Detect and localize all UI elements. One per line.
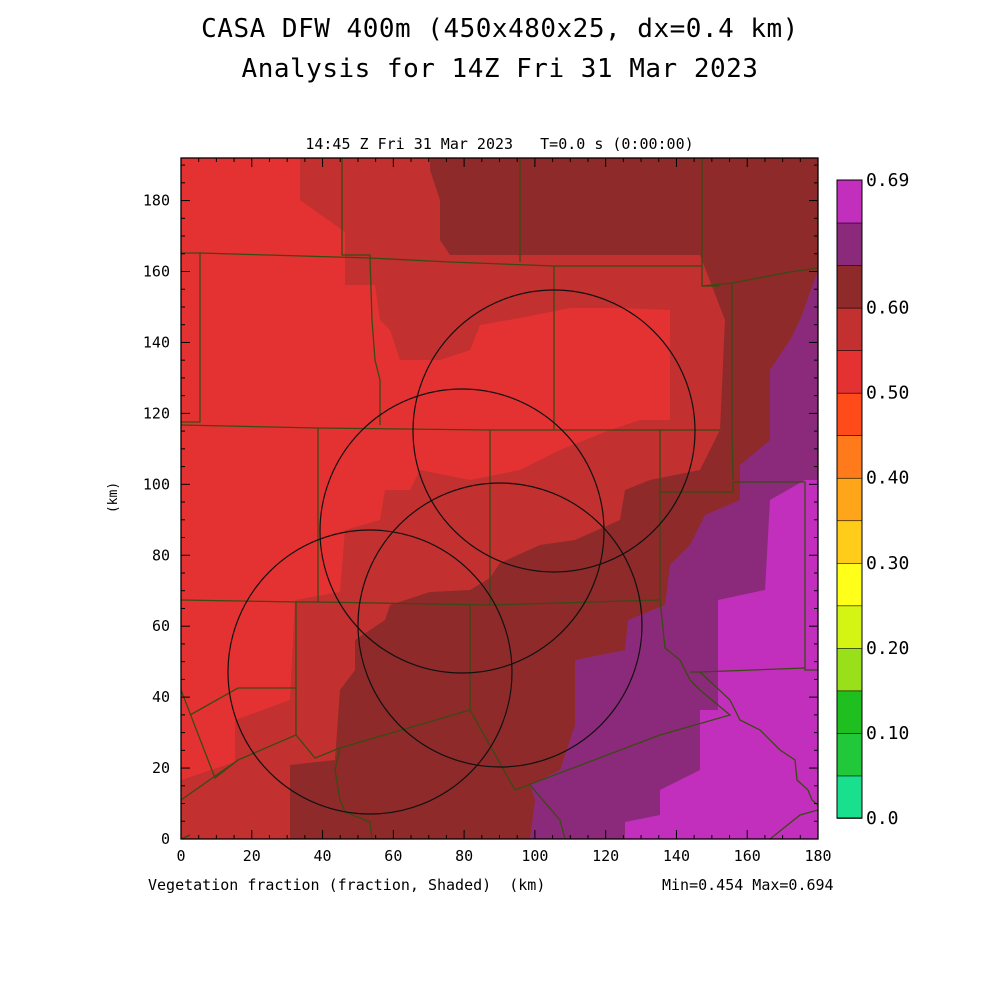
colorbar-swatch <box>836 434 863 479</box>
axis-labels: 0 20 40 60 80 100 120 140 160 180 0 20 40 60 80 100 120 1… <box>143 192 832 865</box>
colorbar-labels: 0.0 0.10 0.20 0.30 0.40 0.50 0.60 0.69 <box>866 170 909 829</box>
colorbar-swatch <box>836 392 863 436</box>
field-band-065-069 <box>625 480 818 839</box>
colorbar-label: 0.10 <box>866 723 909 744</box>
y-tick-label: 140 <box>143 333 170 351</box>
y-axis-label: (km) <box>106 481 122 514</box>
colorbar-swatch <box>836 519 863 564</box>
y-tick-label: 0 <box>161 830 170 848</box>
colorbar-label: 0.30 <box>866 553 909 574</box>
plot-subtitle: Analysis for 14Z Fri 31 Mar 2023 <box>241 54 759 84</box>
radar-ring-4 <box>227 529 513 815</box>
radar-ring-2 <box>319 388 605 674</box>
y-tick-label: 60 <box>152 617 170 635</box>
plot-title: CASA DFW 400m (450x480x25, dx=0.4 km) <box>201 14 799 44</box>
y-tick-label: 80 <box>152 546 170 564</box>
y-tick-label: 160 <box>143 263 170 281</box>
shaded-field <box>181 158 818 839</box>
y-tick-label: 180 <box>143 192 170 210</box>
axis-ticks <box>180 158 819 840</box>
colorbar-swatch <box>836 775 863 819</box>
colorbar-swatch <box>836 477 863 522</box>
colorbar-frame <box>836 179 863 819</box>
colorbar-label: 0.20 <box>866 638 909 659</box>
y-tick-label: 40 <box>152 688 170 706</box>
x-tick-label: 20 <box>243 847 261 865</box>
x-tick-label: 0 <box>176 847 185 865</box>
colorbar-swatch <box>836 349 863 394</box>
colorbar-label: 0.69 <box>866 170 909 191</box>
colorbar-label: 0.60 <box>866 298 909 319</box>
radar-ring-1 <box>412 289 696 573</box>
colorbar-swatch <box>836 690 863 734</box>
colorbar-swatch <box>836 732 863 777</box>
x-tick-label: 120 <box>592 847 619 865</box>
x-tick-label: 100 <box>521 847 548 865</box>
x-tick-label: 140 <box>663 847 690 865</box>
x-tick-label: 40 <box>314 847 332 865</box>
y-tick-label: 120 <box>143 404 170 422</box>
min-max-readout: Min=0.454 Max=0.694 <box>662 876 834 894</box>
colorbar-swatch <box>836 222 863 266</box>
x-tick-label: 80 <box>455 847 473 865</box>
x-tick-label: 60 <box>384 847 402 865</box>
colorbar-swatch <box>836 647 863 692</box>
field-description: Vegetation fraction (fraction, Shaded) (… <box>148 876 546 894</box>
colorbar <box>836 179 863 819</box>
radar-ring-3 <box>357 482 643 768</box>
colorbar-label: 0.50 <box>866 383 909 404</box>
x-tick-label: 180 <box>804 847 831 865</box>
y-tick-label: 100 <box>143 475 170 493</box>
x-tick-label: 160 <box>734 847 761 865</box>
colorbar-swatch <box>836 307 863 351</box>
colorbar-swatch <box>836 264 863 309</box>
colorbar-swatch <box>836 179 863 224</box>
colorbar-swatch <box>836 605 863 649</box>
radar-range-rings <box>227 289 696 815</box>
y-tick-label: 20 <box>152 759 170 777</box>
colorbar-label: 0.0 <box>866 808 899 829</box>
valid-time-label: 14:45 Z Fri 31 Mar 2023 T=0.0 s (0:00:00… <box>305 135 694 153</box>
colorbar-label: 0.40 <box>866 468 909 489</box>
colorbar-swatch <box>836 562 863 607</box>
county-boundaries <box>181 158 818 839</box>
